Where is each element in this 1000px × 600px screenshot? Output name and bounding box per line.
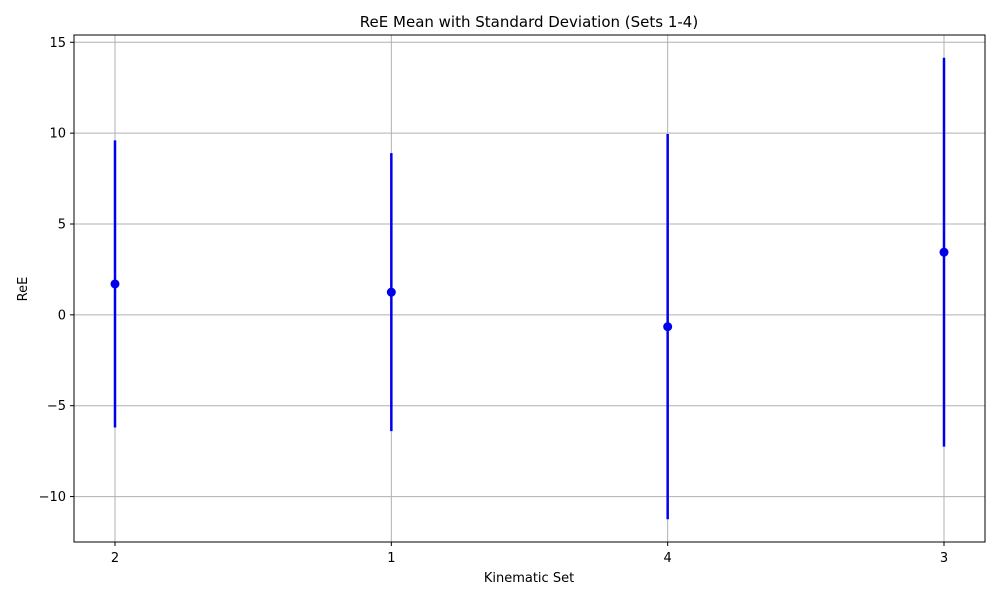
mean-point [110,279,120,289]
mean-point [663,322,673,332]
chart-title: ReE Mean with Standard Deviation (Sets 1… [360,13,698,31]
y-axis-label: ReE [16,277,31,302]
x-axis-ticks: 2 1 4 3 [111,542,948,566]
y-tick-label: 5 [58,217,66,232]
x-tick-label: 1 [387,551,395,566]
y-tick-label: −10 [39,490,66,505]
grid-lines [74,35,985,542]
plot-frame [73,34,986,543]
x-tick-label: 3 [940,551,948,566]
y-tick-label: 15 [49,36,66,51]
y-tick-label: 0 [58,308,66,323]
x-tick-label: 2 [111,551,119,566]
x-axis-label: Kinematic Set [484,571,574,586]
y-tick-label: −5 [47,399,66,414]
x-tick-label: 4 [664,551,672,566]
y-tick-label: 10 [49,127,66,142]
mean-point [386,287,396,297]
y-axis-ticks: −10 −5 0 5 10 15 [39,36,74,505]
data-marks [110,57,949,520]
mean-point [939,247,949,257]
